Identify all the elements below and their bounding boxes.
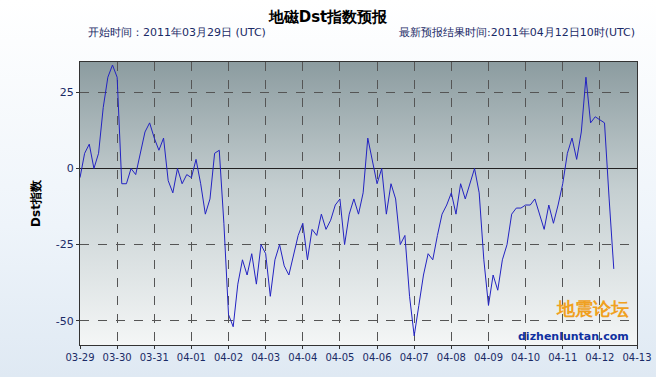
svg-text:04-11: 04-11 (548, 352, 577, 363)
svg-text:dizhenluntan.com: dizhenluntan.com (518, 330, 629, 343)
svg-text:地震论坛: 地震论坛 (556, 298, 629, 319)
svg-text:-25: -25 (56, 238, 74, 251)
svg-text:0: 0 (67, 162, 74, 175)
svg-text:04-05: 04-05 (325, 352, 354, 363)
svg-text:04-12: 04-12 (585, 352, 614, 363)
svg-text:04-07: 04-07 (400, 352, 429, 363)
svg-text:最新预报结果时间:2011年04月12日10时(UTC): 最新预报结果时间:2011年04月12日10时(UTC) (399, 26, 635, 39)
svg-text:04-03: 04-03 (251, 352, 280, 363)
svg-text:03-29: 03-29 (65, 352, 94, 363)
svg-text:04-10: 04-10 (511, 352, 540, 363)
svg-text:04-06: 04-06 (363, 352, 392, 363)
svg-text:04-02: 04-02 (214, 352, 243, 363)
svg-text:04-01: 04-01 (177, 352, 206, 363)
svg-text:04-13: 04-13 (622, 352, 651, 363)
svg-text:03-31: 03-31 (140, 352, 169, 363)
svg-text:04-08: 04-08 (437, 352, 466, 363)
svg-text:Dst指数: Dst指数 (29, 179, 43, 227)
svg-text:地磁Dst指数预报: 地磁Dst指数预报 (268, 8, 389, 26)
svg-text:03-30: 03-30 (103, 352, 132, 363)
svg-text:04-09: 04-09 (474, 352, 503, 363)
svg-text:-50: -50 (56, 315, 74, 328)
svg-text:25: 25 (60, 86, 74, 99)
svg-text:04-04: 04-04 (288, 352, 317, 363)
svg-text:开始时间：2011年03月29日 (UTC): 开始时间：2011年03月29日 (UTC) (88, 26, 266, 39)
